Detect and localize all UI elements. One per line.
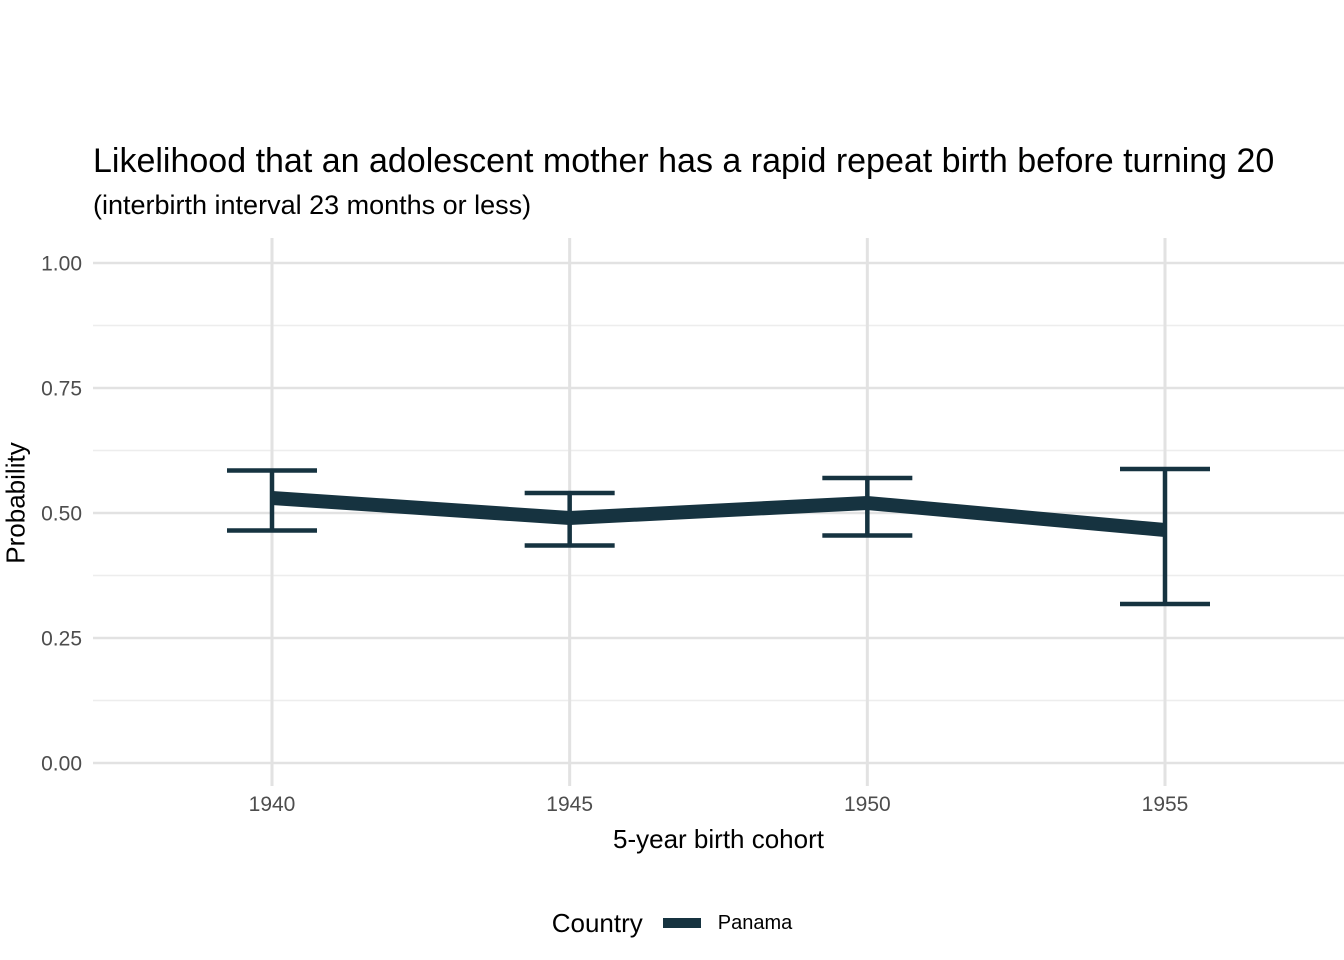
y-tick-label: 0.75 (41, 378, 82, 401)
x-tick-label: 1955 (1142, 793, 1189, 816)
legend-key-line-swatch (662, 918, 701, 928)
legend-label: Panama (717, 911, 793, 934)
chart-title: Likelihood that an adolescent mother has… (93, 142, 1275, 180)
y-tick-label: 1.00 (41, 253, 82, 276)
y-axis-title: Probability (0, 442, 31, 564)
x-tick-label: 1950 (844, 793, 891, 816)
legend-item: Panama (662, 911, 793, 935)
chart-subtitle: (interbirth interval 23 months or less) (93, 190, 532, 220)
y-tick-label: 0.25 (41, 628, 82, 651)
y-tick-label: 0.00 (41, 753, 82, 776)
x-axis-title: 5-year birth cohort (613, 824, 824, 854)
x-tick-label: 1945 (546, 793, 593, 816)
legend-title: Country (551, 907, 643, 938)
y-tick-label: 0.50 (41, 503, 82, 526)
trend-line (271, 491, 1166, 537)
x-tick-label: 1940 (249, 793, 296, 816)
legend: Country Panama (0, 903, 1344, 943)
